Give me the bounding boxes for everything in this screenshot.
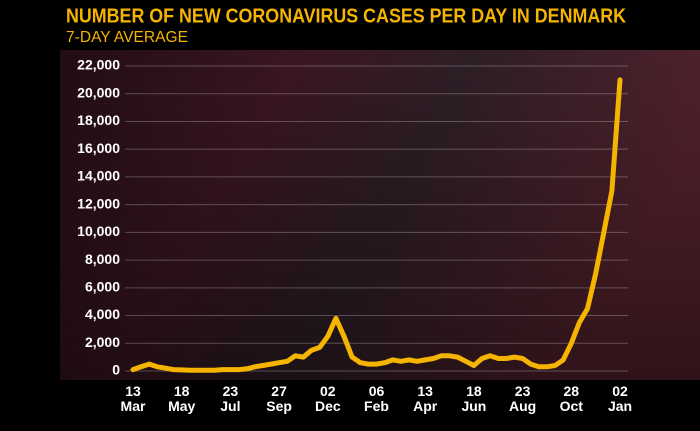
y-tick-label: 20,000 (77, 84, 120, 100)
x-tick-label: 02 Jan (607, 383, 633, 414)
y-tick-label: 6,000 (85, 279, 120, 295)
x-tick-label: 18 May (168, 383, 196, 414)
y-tick-label: 12,000 (77, 195, 120, 211)
y-tick-label: 4,000 (85, 306, 120, 322)
background-shade (60, 50, 700, 380)
y-tick-label: 10,000 (77, 223, 120, 239)
x-tick-label: 02 Dec (314, 383, 341, 414)
chart-title: NUMBER OF NEW CORONAVIRUS CASES PER DAY … (66, 5, 626, 27)
x-tick-label: 23 Aug (508, 383, 537, 414)
y-tick-label: 0 (112, 362, 120, 378)
x-tick-label: 13 Apr (413, 383, 438, 414)
x-tick-label: 13 Mar (120, 383, 146, 414)
chart-subtitle: 7-DAY AVERAGE (66, 29, 188, 46)
x-tick-label: 28 Oct (559, 383, 583, 414)
y-tick-label: 2,000 (85, 334, 120, 350)
line (130, 77, 623, 373)
y-tick-label: 14,000 (77, 168, 120, 184)
y-tick-label: 22,000 (77, 57, 120, 73)
y-tick-label: 18,000 (77, 112, 120, 128)
y-tick-label: 16,000 (77, 140, 120, 156)
x-tick-label: 27 Sep (266, 383, 292, 414)
x-tick-label: 18 Jun (461, 383, 487, 414)
x-tick-label: 06 Feb (364, 383, 389, 414)
y-tick-label: 8,000 (85, 251, 120, 267)
x-tick-label: 23 Jul (220, 383, 241, 414)
